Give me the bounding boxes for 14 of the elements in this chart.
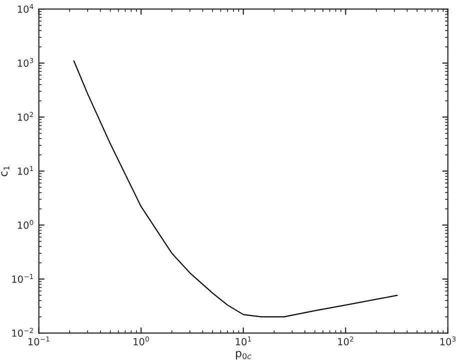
x-tick-label: 10$^{0}$ <box>134 336 149 346</box>
y-axis-title: c$_{1}$ <box>1 166 10 176</box>
x-tick-label: 10$^{2}$ <box>338 336 354 346</box>
y-tick-label: 10$^{−1}$ <box>12 274 34 283</box>
y-tick-label: 10$^{1}$ <box>18 166 34 175</box>
y-tick-label: 10$^{4}$ <box>18 4 34 13</box>
x-tick-label: 10$^{−1}$ <box>28 336 50 346</box>
x-tick-label: 10$^{1}$ <box>236 336 251 346</box>
y-tick-label: 10$^{0}$ <box>18 220 34 229</box>
y-tick-label: 10$^{2}$ <box>18 112 33 121</box>
y-tick-label: 10$^{3}$ <box>18 58 34 67</box>
y-tick-label: 10$^{−2}$ <box>12 328 33 337</box>
x-tick-label: 10$^{3}$ <box>440 336 456 346</box>
x-axis-title: p$_{0c}$ <box>236 350 252 360</box>
